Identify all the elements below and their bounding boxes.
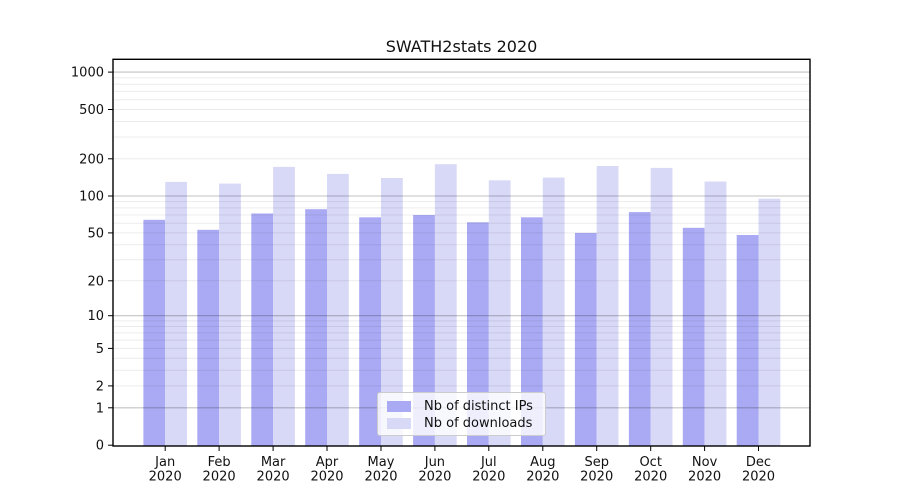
x-tick-label: Feb 2020: [203, 455, 236, 485]
y-tick-label: 10: [87, 309, 104, 324]
x-tick-label: Apr 2020: [310, 455, 343, 485]
x-axis: Jan 2020 Feb 2020 Mar 2020 Apr 2020 May 2020 Jun 20…: [149, 446, 775, 485]
y-tick-label: 1000: [71, 66, 104, 81]
bar-downloads-dec: [758, 198, 781, 446]
bar-ips-aug: [521, 217, 543, 446]
bar-downloads-may: [381, 178, 403, 446]
x-tick-label: Jun 2020: [418, 455, 451, 485]
y-tick-label: 2: [96, 379, 104, 394]
bar-downloads-mar: [273, 166, 295, 446]
y-tick-label: 50: [87, 226, 104, 241]
legend: Nb of distinct IPs Nb of downloads: [377, 392, 546, 436]
bar-ips-apr: [305, 209, 327, 446]
bar-ips-jun: [413, 215, 435, 446]
bar-downloads-aug: [542, 177, 565, 446]
plot-frame: [112, 58, 811, 447]
bar-downloads-sep: [596, 166, 619, 446]
bar-downloads-jul: [488, 180, 511, 447]
bar-ips-feb: [197, 229, 220, 446]
legend-label-distinct-ips: Nb of distinct IPs: [424, 398, 533, 414]
y-tick-label: 0: [96, 439, 104, 454]
bar-ips-jul: [467, 222, 489, 446]
legend-swatch-distinct-ips-icon: [387, 400, 411, 412]
x-tick-label: Jan 2020: [149, 455, 182, 485]
x-tick-label: Jul 2020: [472, 455, 505, 485]
x-tick-label: Aug 2020: [526, 455, 559, 485]
gridlines: [113, 71, 810, 409]
legend-swatch-downloads-icon: [387, 417, 411, 429]
bar-downloads-jan: [165, 181, 187, 446]
x-tick-label: Sep 2020: [580, 455, 613, 485]
bar-ips-mar: [251, 213, 274, 446]
x-tick-label: Oct 2020: [634, 455, 667, 485]
y-tick-label: 5: [96, 342, 104, 357]
legend-entry-downloads: Nb of downloads: [387, 415, 536, 431]
y-tick-label: 1: [96, 401, 104, 416]
y-axis: 0 1 2 5 10 20 50 100 200 500 1000: [71, 66, 113, 454]
bar-ips-nov: [682, 227, 705, 446]
bar-ips-jan: [143, 219, 166, 446]
y-tick-label: 200: [79, 152, 104, 167]
bar-ips-oct: [628, 212, 651, 446]
legend-label-downloads: Nb of downloads: [424, 415, 533, 431]
y-tick-label: 100: [79, 190, 104, 205]
x-tick-label: May 2020: [364, 455, 397, 485]
y-tick-label: 20: [87, 274, 104, 289]
x-tick-label: Mar 2020: [257, 455, 290, 485]
bar-ips-may: [359, 217, 381, 446]
bars: [143, 164, 781, 447]
x-tick-label: Dec 2020: [742, 455, 775, 485]
bar-downloads-oct: [650, 167, 673, 446]
bar-downloads-nov: [704, 181, 727, 446]
legend-entry-distinct-ips: Nb of distinct IPs: [387, 398, 536, 414]
bar-downloads-feb: [219, 183, 241, 446]
bar-downloads-apr: [327, 173, 349, 446]
bar-downloads-jun: [434, 164, 457, 446]
chart-title: SWATH2stats 2020: [385, 37, 538, 56]
y-tick-label: 500: [79, 103, 104, 118]
bar-ips-sep: [574, 232, 597, 446]
x-tick-label: Nov 2020: [688, 455, 721, 485]
bar-ips-dec: [736, 235, 759, 446]
